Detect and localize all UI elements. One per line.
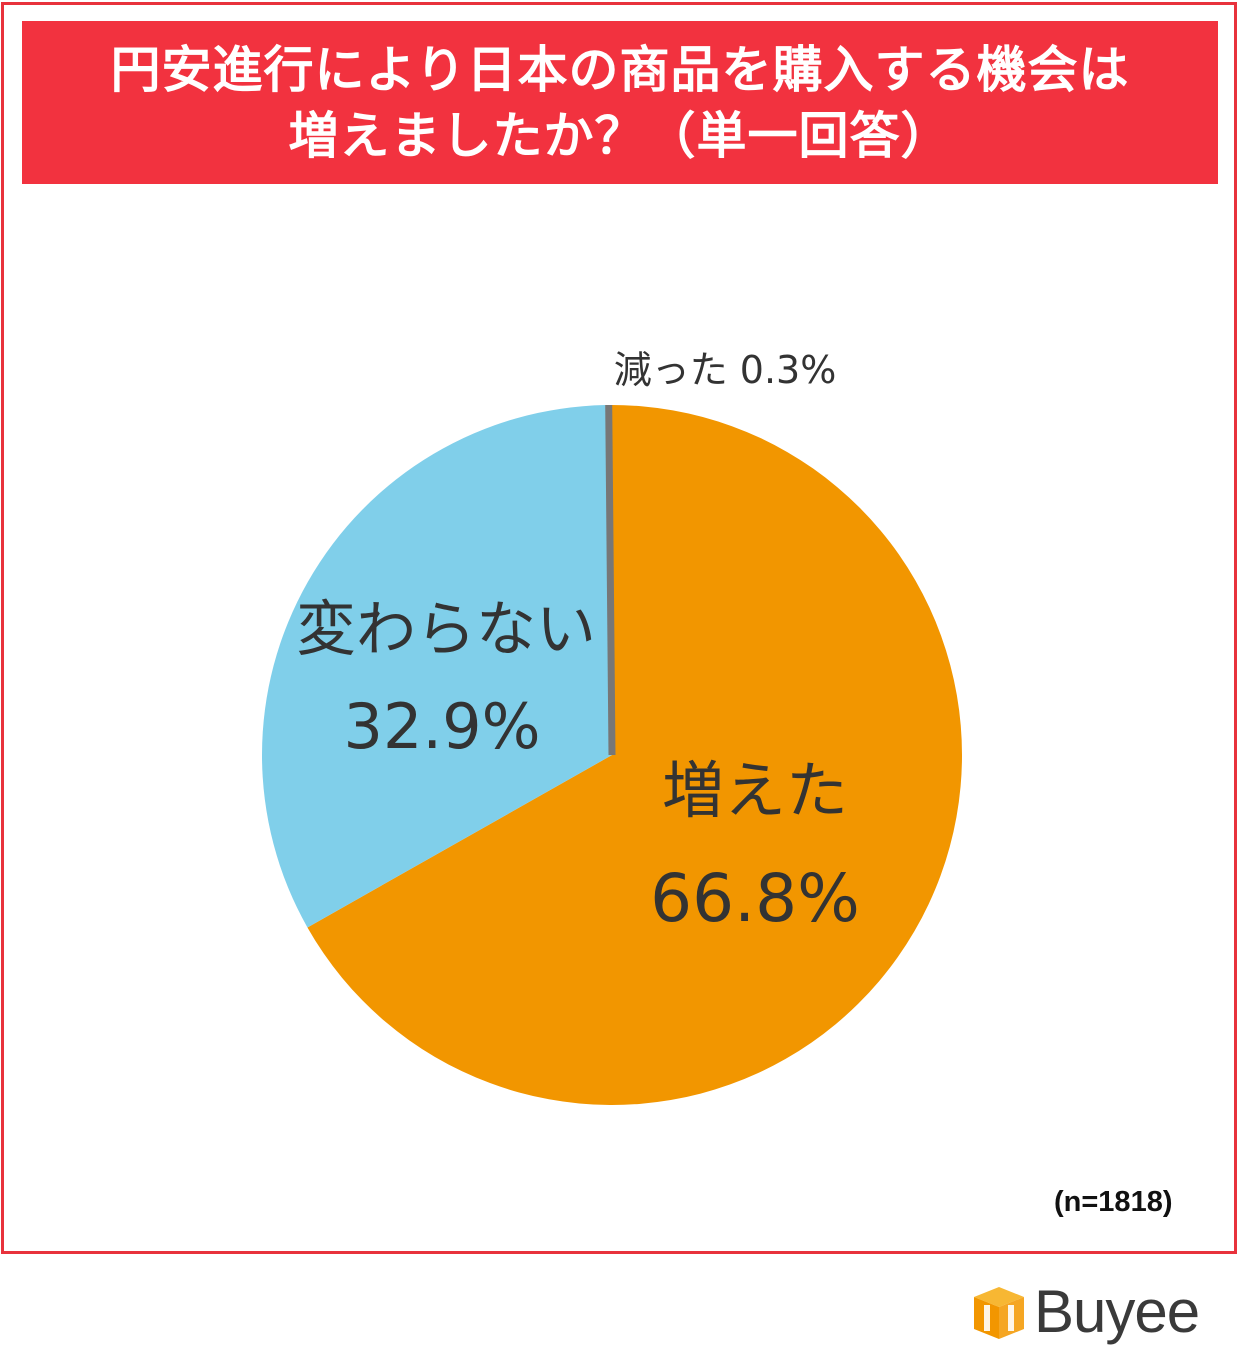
box-logo-icon <box>974 1287 1024 1339</box>
title-line-1: 円安進行により日本の商品を購入する機会は <box>110 40 1130 99</box>
sample-size-label: (n=1818) <box>1054 1186 1173 1218</box>
slice-value-increased: 66.8% <box>650 860 860 937</box>
slice-label-decreased: 減った 0.3% <box>614 348 837 392</box>
pie-slice-decreased <box>605 404 616 756</box>
buyee-logo: Buyee <box>972 1278 1200 1345</box>
slice-name-increased: 増えた <box>662 754 848 827</box>
slice-value-unchanged: 32.9% <box>344 690 541 763</box>
slice-name-unchanged: 変わらない <box>296 595 596 665</box>
pie-slice-increased <box>307 405 963 1105</box>
brand-name: Buyee <box>1034 1278 1200 1345</box>
chart-frame <box>1 2 1237 1254</box>
title-line-2: 増えましたか？（単一回答） <box>288 106 952 165</box>
title-band: 円安進行により日本の商品を購入する機会は 増えましたか？（単一回答） <box>22 21 1218 184</box>
pie-slice-unchanged <box>262 405 612 928</box>
